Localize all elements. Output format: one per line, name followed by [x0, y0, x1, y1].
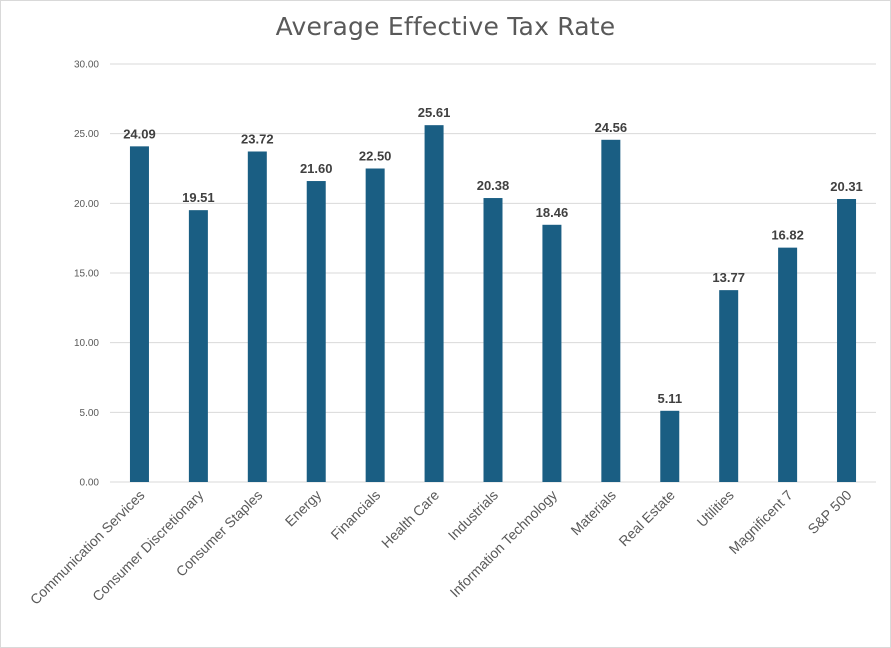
bar: [660, 410, 680, 482]
category-label: Industrials: [445, 487, 501, 543]
category-label: Communication Services: [27, 487, 148, 608]
data-label: 13.77: [712, 270, 745, 285]
bars: [129, 125, 857, 483]
bar: [129, 146, 149, 482]
y-tick-label: 0.00: [80, 478, 100, 489]
data-label: 20.38: [477, 178, 510, 193]
data-label: 24.56: [595, 120, 628, 135]
y-tick-label: 30.00: [74, 60, 99, 71]
bar: [188, 210, 208, 483]
data-label: 18.46: [536, 205, 569, 220]
bar: [424, 125, 444, 483]
bar: [601, 139, 621, 482]
category-label: Magnificent 7: [726, 487, 796, 557]
y-tick-label: 15.00: [74, 269, 99, 280]
category-label: Information Technology: [447, 487, 560, 600]
category-label: Health Care: [378, 487, 442, 551]
y-tick-label: 10.00: [74, 338, 99, 349]
bar: [778, 247, 798, 482]
y-tick-label: 20.00: [74, 199, 99, 210]
data-label: 20.31: [830, 179, 863, 194]
category-label: Energy: [282, 487, 325, 530]
data-labels: 24.09 19.51 23.72 21.60 22.50 25.61 20.38 18.46…: [123, 105, 863, 406]
category-label: Consumer Discretionary: [89, 487, 207, 605]
y-axis-ticks: 0.00 5.00 10.00 15.00 20.00 25.00 30.00: [74, 60, 99, 489]
y-tick-label: 25.00: [74, 129, 99, 140]
category-label: Materials: [567, 487, 618, 538]
chart-title: Average Effective Tax Rate: [275, 12, 616, 41]
data-label: 25.61: [418, 105, 451, 120]
bar: [837, 199, 857, 482]
category-label: Real Estate: [615, 487, 678, 550]
bar: [247, 151, 267, 482]
bar: [542, 224, 562, 483]
data-label: 24.09: [123, 126, 156, 141]
data-label: 21.60: [300, 161, 333, 176]
bar: [719, 290, 739, 482]
data-label: 19.51: [182, 190, 215, 205]
bar: [483, 198, 503, 482]
category-label: Financials: [327, 487, 383, 543]
data-label: 23.72: [241, 132, 274, 147]
data-label: 5.11: [657, 391, 682, 406]
category-label: Utilities: [694, 487, 737, 530]
data-label: 22.50: [359, 149, 392, 164]
bar: [365, 168, 385, 482]
y-tick-label: 5.00: [80, 408, 100, 419]
data-label: 16.82: [771, 228, 804, 243]
bar: [306, 181, 326, 483]
category-label: S&P 500: [804, 487, 854, 537]
